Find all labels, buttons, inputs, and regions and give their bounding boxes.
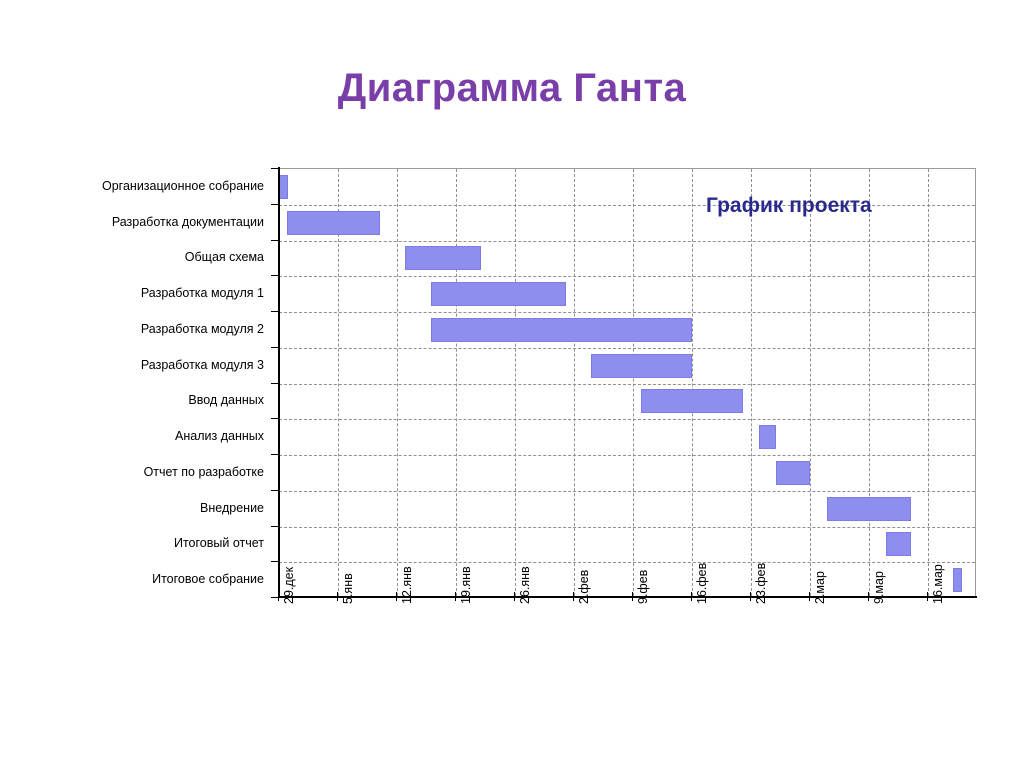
horizontal-gridline — [279, 240, 975, 242]
x-axis-label: 29.дек — [282, 566, 296, 604]
y-axis-labels: Организационное собрание Разработка докум… — [0, 168, 272, 597]
gantt-bar — [405, 246, 482, 271]
gantt-bar — [759, 425, 777, 450]
horizontal-gridline — [279, 383, 975, 385]
gantt-bar — [826, 496, 912, 521]
x-axis-tick — [514, 592, 515, 601]
vertical-gridline — [633, 169, 634, 596]
y-axis-label: Организационное собрание — [102, 178, 264, 193]
y-axis-line — [278, 167, 280, 598]
y-axis-tick — [271, 239, 278, 241]
x-axis-label: 26.янв — [518, 566, 532, 604]
y-axis-label: Итоговый отчет — [173, 536, 264, 551]
chart-annotation-label: График проекта — [706, 194, 872, 217]
page-title: Диаграмма Ганта — [337, 66, 687, 110]
gantt-bar — [885, 532, 912, 557]
y-axis-label: Разработка модуля 2 — [140, 321, 264, 336]
gantt-chart-plot-area — [278, 168, 976, 597]
y-axis-label: Разработка модуля 1 — [140, 286, 264, 301]
horizontal-gridline — [279, 526, 975, 528]
x-axis-label: 16.мар — [931, 564, 945, 604]
gantt-bar — [776, 460, 810, 485]
x-axis-tick — [750, 592, 751, 601]
y-axis-label: Разработка модуля 3 — [140, 357, 264, 372]
x-axis-tick — [573, 592, 574, 601]
x-axis-tick — [396, 592, 397, 601]
y-axis-tick — [271, 275, 278, 277]
horizontal-gridline — [279, 419, 975, 421]
y-axis-tick — [271, 203, 278, 205]
gantt-bar — [287, 210, 381, 235]
y-axis-tick — [271, 489, 278, 491]
vertical-gridline — [574, 169, 575, 596]
gantt-bar — [279, 174, 288, 199]
x-axis-label: 19.янв — [459, 566, 473, 604]
y-axis-label: Ввод данных — [188, 393, 264, 408]
vertical-gridline — [869, 169, 870, 596]
gantt-bar — [590, 353, 692, 378]
horizontal-gridline — [279, 204, 975, 206]
y-axis-tick — [271, 382, 278, 384]
x-axis-tick — [927, 592, 928, 601]
vertical-gridline — [928, 169, 929, 596]
x-axis-tick — [809, 592, 810, 601]
y-axis-label: Отчет по разработке — [143, 464, 264, 479]
x-axis-label: 2.мар — [813, 571, 827, 604]
y-axis-tick — [271, 168, 278, 169]
y-axis-label: Итоговое собрание — [152, 572, 264, 587]
horizontal-gridline — [279, 455, 975, 456]
x-axis-tick — [868, 592, 869, 601]
y-axis-label: Анализ данных — [175, 429, 264, 444]
gantt-bar — [430, 282, 566, 307]
y-axis-tick — [271, 346, 278, 348]
y-axis-tick — [271, 454, 278, 455]
x-axis-label: 12.янв — [400, 566, 414, 604]
horizontal-gridline — [279, 312, 975, 313]
x-axis-label: 5.янв — [341, 573, 355, 604]
x-axis-line — [278, 596, 977, 598]
horizontal-gridline — [279, 490, 975, 492]
vertical-gridline — [456, 169, 457, 596]
y-axis-tick — [271, 597, 278, 598]
x-axis-labels: 29.дек 5.янв 12.янв 19.янв 26.янв 2.фев 9.фев 1… — [0, 563, 1024, 690]
x-axis-label: 9.фев — [636, 569, 650, 604]
y-axis-label: Разработка документации — [111, 214, 264, 229]
x-axis-tick — [632, 592, 633, 601]
vertical-gridline — [397, 169, 398, 596]
horizontal-gridline — [279, 276, 975, 278]
y-axis-tick — [271, 311, 278, 312]
gantt-bar — [641, 389, 743, 414]
horizontal-gridline — [279, 347, 975, 349]
y-axis-label: Внедрение — [200, 500, 264, 515]
x-axis-tick — [337, 592, 338, 601]
y-axis-tick — [271, 561, 278, 563]
y-axis-tick — [271, 418, 278, 420]
y-axis-tick — [271, 525, 278, 527]
x-axis-label: 9.мар — [872, 571, 886, 604]
vertical-gridline — [338, 169, 339, 596]
vertical-gridline — [810, 169, 811, 596]
vertical-gridline — [751, 169, 752, 596]
x-axis-tick — [278, 592, 279, 601]
x-axis-label: 23.фев — [754, 562, 768, 604]
gantt-bar — [430, 317, 692, 342]
vertical-gridline — [692, 169, 693, 596]
x-axis-tick — [455, 592, 456, 601]
horizontal-gridline — [279, 562, 975, 564]
y-axis-label: Общая схема — [184, 250, 264, 265]
x-axis-tick — [691, 592, 692, 601]
x-axis-label: 2.фев — [577, 569, 591, 604]
vertical-gridline — [515, 169, 516, 596]
gantt-bar — [953, 568, 963, 593]
x-axis-label: 16.фев — [695, 562, 709, 604]
